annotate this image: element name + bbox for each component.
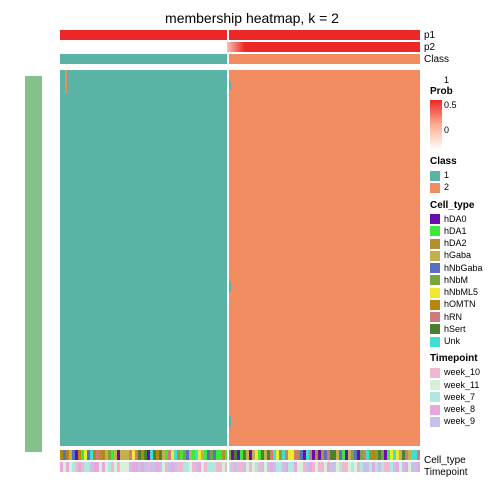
legend-item: week_9 — [430, 416, 500, 427]
legend-item: hNbGaba — [430, 263, 500, 274]
legend-item: hSert — [430, 324, 500, 335]
legend-item: hOMTN — [430, 299, 500, 310]
top-anno-p2 — [60, 42, 420, 52]
anno-label-p1: p1 — [424, 30, 435, 41]
legend-item: week_10 — [430, 367, 500, 378]
plot-title: membership heatmap, k = 2 — [0, 10, 504, 26]
anno-label-Class: Class — [424, 54, 449, 65]
legend-item: Unk — [430, 336, 500, 347]
legend-title-celltype: Cell_type — [430, 200, 500, 211]
legend-item: week_11 — [430, 380, 500, 391]
legend-item: hDA1 — [430, 226, 500, 237]
anno-label-Cell_type: Cell_type — [424, 455, 466, 466]
heatmap-plot — [60, 30, 420, 474]
legend-item: hDA2 — [430, 238, 500, 249]
legend-item: hNbM — [430, 275, 500, 286]
prob-colorbar — [430, 100, 442, 150]
legend-title-prob: Prob — [430, 86, 500, 97]
legend-item: week_8 — [430, 404, 500, 415]
heatmap-body — [60, 70, 420, 446]
legend-item: 1 — [430, 170, 500, 181]
bottom-anno-Timepoint — [60, 462, 420, 472]
legend-title-class: Class — [430, 156, 500, 167]
anno-label-Timepoint: Timepoint — [424, 467, 468, 478]
legend-item: week_7 — [430, 392, 500, 403]
legend-item: hDA0 — [430, 214, 500, 225]
legend-title-timepoint: Timepoint — [430, 353, 500, 364]
legend-item: hGaba — [430, 250, 500, 261]
top-anno-Class — [60, 54, 420, 64]
anno-label-p2: p2 — [424, 42, 435, 53]
legend-item: hNbML5 — [430, 287, 500, 298]
left-sampling-band — [25, 76, 42, 452]
legend-item: 2 — [430, 182, 500, 193]
bottom-anno-Cell_type — [60, 450, 420, 460]
legend-item: hRN — [430, 312, 500, 323]
top-anno-p1 — [60, 30, 420, 40]
legends-panel: Prob10.50Class12Cell_typehDA0hDA1hDA2hGa… — [430, 80, 500, 429]
